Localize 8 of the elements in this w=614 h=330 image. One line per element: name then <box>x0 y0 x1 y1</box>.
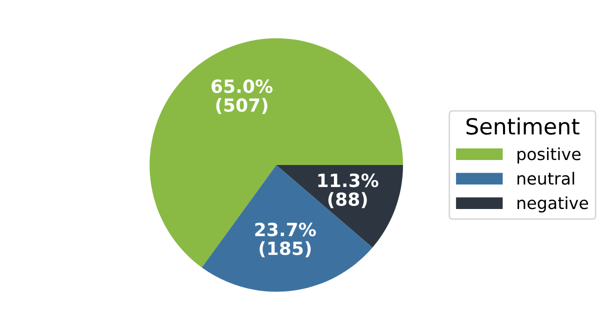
data-label: 23.7% (185) <box>255 222 316 258</box>
legend-label: negative <box>518 196 588 212</box>
legend-label: positive <box>518 147 581 164</box>
data-label: 11.3% (88) <box>318 174 378 208</box>
legend-title: Sentiment <box>466 118 580 135</box>
legend-label: neutral <box>518 172 574 185</box>
data-label: 65.0% (507) <box>212 79 273 114</box>
pie-slice <box>150 38 404 268</box>
